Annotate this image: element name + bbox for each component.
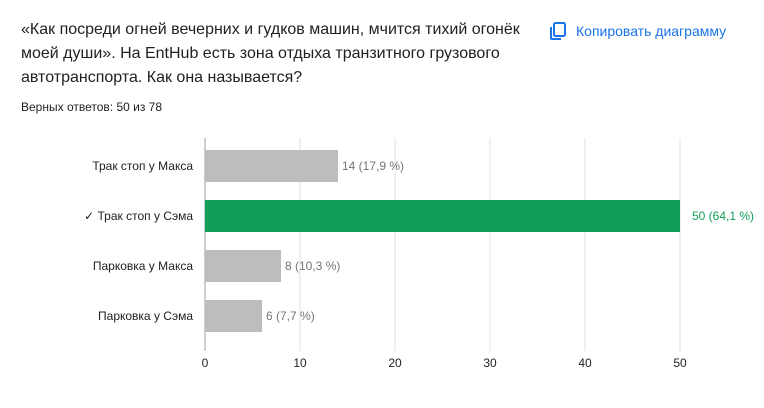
x-tick-label: 20	[388, 356, 402, 370]
correct-answers-count: Верных ответов: 50 из 78	[21, 100, 163, 114]
bar-chart-svg: Трак стоп у Макса 14 (17,9 %) ✓ Трак стоп …	[84, 138, 754, 370]
data-label: 6 (7,7 %)	[266, 309, 315, 323]
question-text: «Как посреди огней вечерних и гудков маш…	[21, 21, 520, 86]
tick-layer: 0 10 20 30 40 50	[202, 356, 687, 370]
x-tick-label: 40	[578, 356, 592, 370]
bar-layer	[205, 150, 680, 332]
copy-chart-label: Копировать диаграмму	[576, 23, 727, 39]
x-tick-label: 10	[293, 356, 307, 370]
data-label: 8 (10,3 %)	[285, 259, 340, 273]
copy-icon	[548, 21, 568, 41]
bar	[205, 300, 262, 332]
copy-chart-button[interactable]: Копировать диаграмму	[540, 16, 734, 46]
category-label: Трак стоп у Макса	[92, 159, 193, 173]
bar	[205, 250, 281, 282]
category-label: ✓ Трак стоп у Сэма	[84, 209, 193, 223]
bar-chart: Трак стоп у Макса 14 (17,9 %) ✓ Трак стоп …	[0, 130, 764, 403]
x-tick-label: 30	[483, 356, 497, 370]
x-tick-label: 0	[202, 356, 209, 370]
bar	[205, 200, 680, 232]
category-label: Парковка у Сэма	[98, 309, 193, 323]
x-tick-label: 50	[673, 356, 687, 370]
category-label: Парковка у Макса	[93, 259, 193, 273]
label-layer: Трак стоп у Макса 14 (17,9 %) ✓ Трак стоп …	[84, 159, 754, 323]
data-label: 50 (64,1 %)	[692, 209, 754, 223]
bar	[205, 150, 338, 182]
data-label: 14 (17,9 %)	[342, 159, 404, 173]
